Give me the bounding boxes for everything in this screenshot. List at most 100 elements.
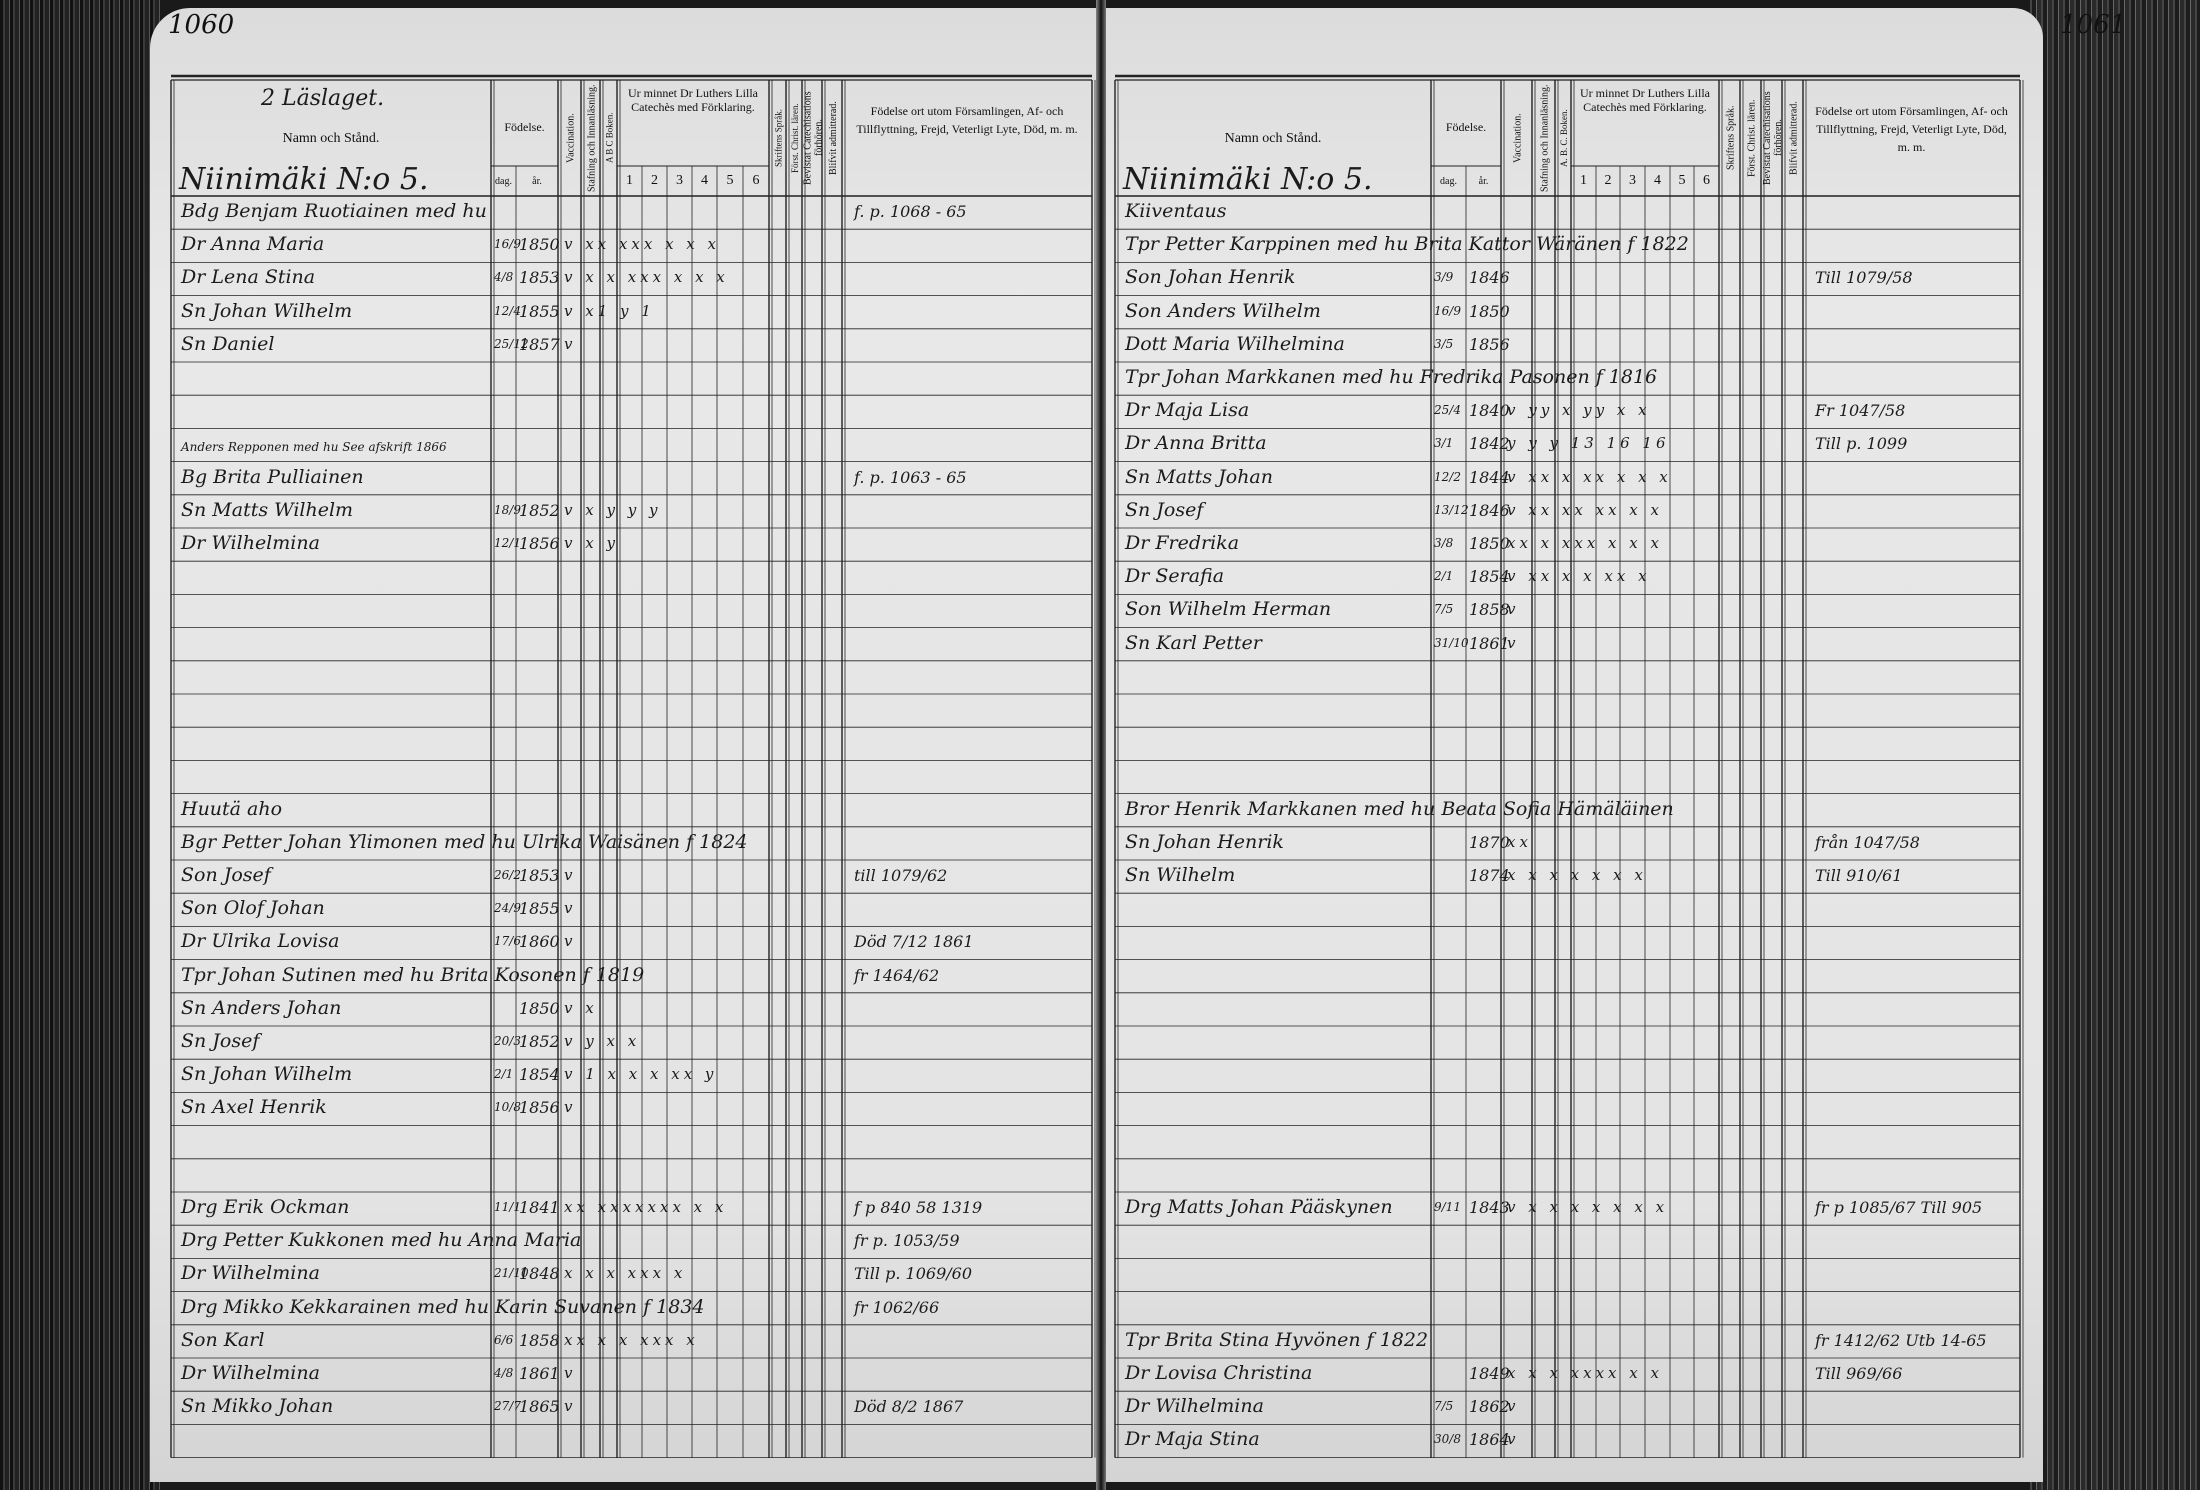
entry-birth-year: 1870 [1469,832,1510,852]
entry-reading-marks: v x [564,998,598,1017]
header-catechism-col: 2 [1604,173,1612,188]
header-catechism-col: 5 [726,173,734,188]
entry-remark: Död 7/12 1861 [854,932,974,952]
entry-birth-day: 4/8 [494,1366,514,1380]
entry-remark: Till 969/66 [1815,1364,1903,1383]
entry-birth-year: 1858 [1469,600,1510,620]
header-christianity: Först. Christ. lären. [1746,99,1758,177]
entry-birth-year: 1860 [519,932,560,952]
header-examinations: Bevistat Catechisations förhören. [802,91,825,185]
entry-name: Drg Mikko Kekkarainen med hu Karin Suvan… [181,1295,705,1318]
entry-name: Sn Daniel [181,332,275,355]
entry-reading-marks: v [564,1397,577,1416]
entry-birth-day: 12/2 [1434,469,1461,484]
entry-birth-day: 3/8 [1434,536,1454,550]
entry-remark: f p 840 58 1319 [854,1198,983,1217]
entry-reading-marks: xx xxxxxxx x x [564,1198,728,1216]
header-christianity: Först. Christ. lären. [790,103,800,173]
entry-name: Drg Matts Johan Pääskynen [1125,1196,1393,1218]
entry-birth-day: 12/4 [494,303,521,318]
entry-birth-day: 20/3 [494,1034,521,1048]
entry-birth-day: 9/11 [1434,1200,1461,1214]
header-catechism-col: 1 [626,173,633,188]
entry-remark: fr 1412/62 Utb 14-65 [1815,1330,1987,1350]
entry-birth-year: 1850 [519,998,560,1018]
entry-name: Dr Anna Britta [1125,432,1267,455]
entry-birth-day: 17/6 [494,934,521,949]
entry-reading-marks: v [1507,1397,1520,1416]
entry-name: Sn Matts Johan [1125,465,1273,488]
entry-reading-marks: v [564,1364,577,1382]
entry-name: Dr Maja Stina [1125,1428,1260,1451]
entry-birth-year: 1855 [519,301,560,321]
entry-reading-marks: xx [1507,832,1532,851]
entry-birth-year: 1848 [519,1264,560,1284]
header-spelling: Stafning och Innanläsning. [586,84,598,192]
entry-name: Son Karl [181,1328,265,1351]
entry-name: Dott Maria Wilhelmina [1125,332,1345,355]
entry-reading-marks: v [1507,1430,1520,1449]
entry-name: Sn Matts Wilhelm [181,498,354,521]
entry-reading-marks: v x x xxx x x x [564,268,729,287]
entry-reading-marks: v [564,334,577,353]
header-admitted: Blifvit admitterad. [1788,101,1800,175]
header-catechism-col: 3 [1629,173,1636,188]
entry-reading-marks: v x y [564,534,619,552]
entry-remark: Död 8/2 1867 [854,1397,964,1417]
entry-remark: från 1047/58 [1815,832,1920,852]
entry-reading-marks: v xx xxx x x x [564,235,720,254]
entry-birth-year: 1853 [519,866,560,885]
section-title: Niinimäki N:o 5. [179,162,429,197]
header-spelling: Stafning och Innanläsning. [1539,84,1551,192]
entry-birth-day: 11/1 [494,1200,521,1214]
entry-birth-day: 3/5 [1434,336,1454,351]
page-number-right: 1061 [2060,10,2127,40]
entry-birth-year: 1853 [519,268,560,288]
entry-birth-year: 1850 [1469,534,1510,553]
entry-birth-year: 1858 [519,1330,560,1350]
entry-remark: fr 1062/66 [854,1297,940,1317]
entry-birth-day: 25/4 [1434,403,1461,418]
entry-name: Sn Karl Petter [1125,631,1262,654]
entry-remark: f. p. 1068 - 65 [854,202,967,221]
entry-reading-marks: v [1507,633,1520,652]
entry-name: Sn Johan Wilhelm [181,1063,353,1086]
entry-remark: Till p. 1099 [1815,434,1908,454]
header-day: dag. [1440,176,1457,187]
entry-birth-year: 1842 [1469,434,1510,454]
entry-birth-year: 1854 [1469,567,1510,587]
entry-name: Tpr Johan Markkanen med hu Fredrika Paso… [1125,366,1658,388]
entry-birth-day: 6/6 [494,1332,514,1347]
section-title: Niinimäki N:o 5. [1123,162,1373,197]
entry-remark: till 1079/62 [854,866,948,885]
entry-name: Anders Repponen med hu See afskrift 1866 [181,440,447,455]
entry-remark: fr 1464/62 [854,965,940,985]
entry-birth-day: 30/8 [1434,1432,1461,1447]
entry-name: Bdg Benjam Ruotiainen med hu [181,200,487,222]
entry-birth-year: 1856 [519,534,560,553]
entry-birth-year: 1855 [519,899,560,919]
entry-remark: fr p 1085/67 Till 905 [1815,1198,1983,1217]
entry-reading-marks: v xx xx xx x x [1507,500,1663,519]
entry-birth-year: 1852 [519,1032,560,1051]
entry-reading-marks: v [564,932,577,951]
header-catechism-col: 5 [1678,173,1686,188]
entry-name: Sn Josef [1125,498,1204,521]
entry-name: Son Olof Johan [181,897,325,920]
class-label: 2 Läslaget. [261,86,385,111]
entry-birth-day: 31/10 [1434,635,1469,650]
entry-birth-year: 1861 [519,1364,560,1383]
header-scripture: Skriftens Språk. [773,109,784,167]
header-catechism-col: 6 [1703,173,1710,188]
entry-remark: Till 1079/58 [1815,268,1913,288]
header-remarks: Födelse ort utom Församlingen, Af- och T… [856,104,1078,136]
entry-name: Bgr Petter Johan Ylimonen med hu Ulrika … [181,830,748,853]
entry-birth-year: 1856 [519,1098,560,1118]
entry-name: Dr Anna Maria [181,233,325,256]
entry-birth-day: 3/1 [1434,436,1454,451]
entry-reading-marks: v [564,1098,577,1117]
entry-name: Dr Maja Lisa [1125,399,1250,422]
header-catechism-col: 2 [651,173,658,188]
entry-name: Dr Fredrika [1125,532,1240,554]
